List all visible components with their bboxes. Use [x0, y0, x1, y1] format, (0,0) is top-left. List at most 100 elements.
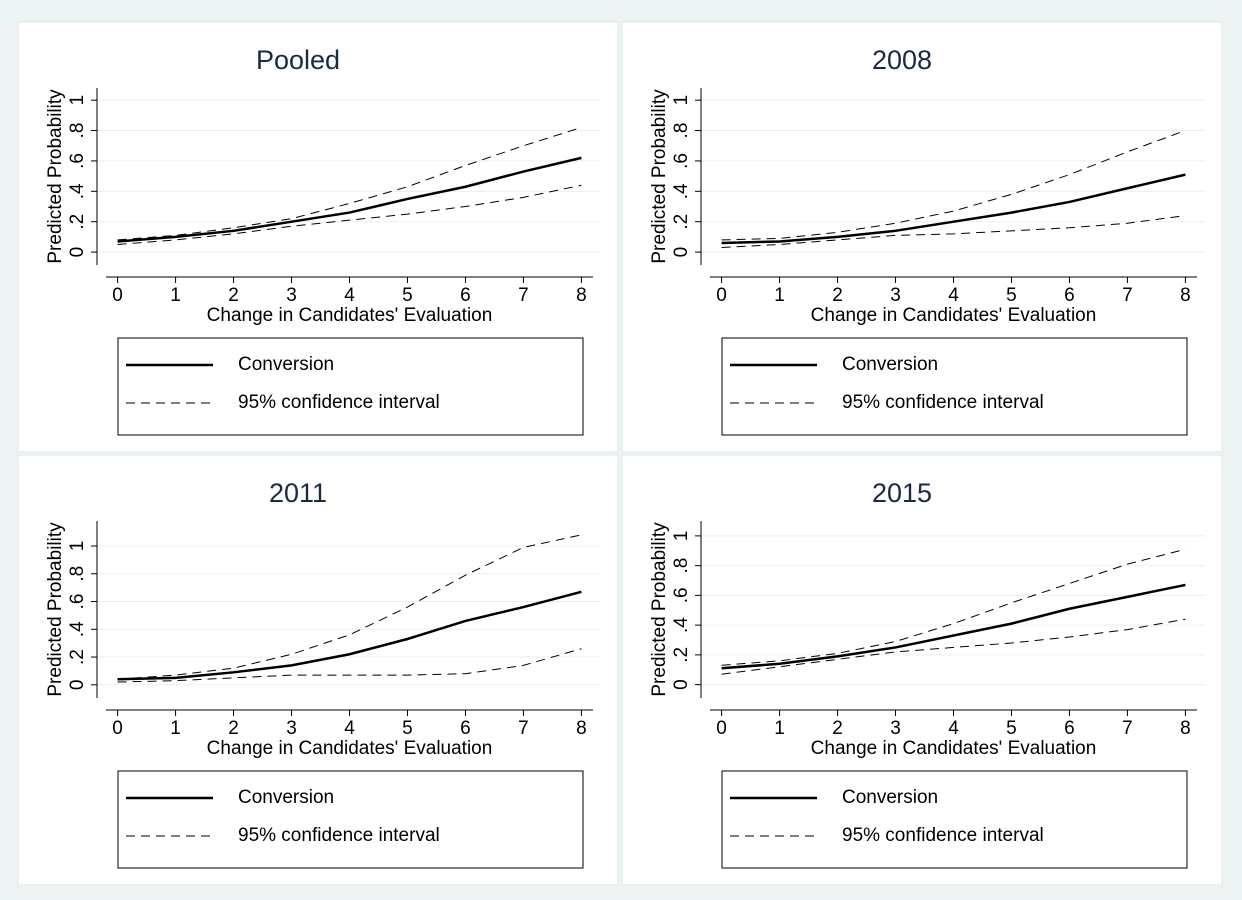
series-line: [117, 648, 582, 683]
x-tick-label: 8: [576, 718, 587, 739]
x-axis-label: Change in Candidates' Evaluation: [207, 738, 493, 759]
legend-label: 95% confidence interval: [842, 392, 1044, 413]
y-tick-label: .8: [671, 123, 692, 139]
legend-box: [721, 337, 1188, 436]
series-line: [721, 130, 1186, 241]
y-axis-label: Predicted Probability: [45, 89, 66, 264]
y-axis-label: Predicted Probability: [649, 522, 670, 697]
x-axis-label: Change in Candidates' Evaluation: [207, 305, 493, 326]
y-tick-label: .6: [67, 153, 88, 169]
y-tick-label: 0: [67, 247, 88, 258]
x-tick-label: 7: [518, 285, 529, 306]
series-line: [721, 548, 1186, 666]
x-tick-label: 1: [774, 718, 785, 739]
x-tick-label: 4: [344, 718, 355, 739]
x-tick-label: 1: [774, 285, 785, 306]
legend-label: Conversion: [238, 787, 334, 808]
legend-box: [117, 770, 584, 869]
series-line: [117, 590, 582, 681]
chart-title: 2015: [872, 478, 932, 508]
y-tick-label: .2: [671, 647, 692, 663]
y-tick-label: .4: [671, 183, 692, 199]
series-line: [721, 173, 1186, 245]
y-tick-label: .6: [671, 587, 692, 603]
x-tick-label: 4: [344, 285, 355, 306]
legend-box: [117, 337, 584, 436]
x-tick-label: 2: [832, 285, 843, 306]
panel: 0 .2 .4 .6 .8 1 0 1 2 3 4 5 6 7 8 Change in Candidates'…: [17, 21, 619, 453]
x-tick-label: 1: [170, 718, 181, 739]
x-tick-label: 5: [1006, 718, 1017, 739]
y-tick-label: 0: [671, 679, 692, 690]
x-tick-label: 8: [576, 285, 587, 306]
x-tick-label: 5: [402, 718, 413, 739]
y-tick-label: 0: [671, 247, 692, 258]
series-line: [117, 534, 582, 680]
x-axis-label: Change in Candidates' Evaluation: [811, 305, 1097, 326]
x-tick-label: 2: [228, 285, 239, 306]
x-tick-label: 3: [890, 718, 901, 739]
chart-title: 2008: [872, 45, 932, 75]
x-tick-label: 0: [112, 285, 123, 306]
x-tick-label: 1: [170, 285, 181, 306]
panel: 0 .2 .4 .6 .8 1 0 1 2 3 4 5 6 7 8 Change in Candidates'…: [17, 454, 619, 886]
series-line: [117, 127, 582, 241]
series-line: [117, 184, 582, 245]
x-tick-label: 4: [948, 285, 959, 306]
x-tick-label: 0: [716, 285, 727, 306]
y-tick-label: .2: [67, 214, 88, 230]
legend-label: Conversion: [842, 787, 938, 808]
panel: 0 .2 .4 .6 .8 1 0 1 2 3 4 5 6 7 8 Change in Candidates'…: [621, 21, 1223, 453]
x-tick-label: 7: [1122, 718, 1133, 739]
x-tick-label: 2: [228, 718, 239, 739]
series-line: [721, 215, 1186, 249]
x-tick-label: 7: [518, 718, 529, 739]
legend-label: 95% confidence interval: [238, 825, 440, 846]
x-tick-label: 5: [1006, 285, 1017, 306]
y-tick-label: .2: [671, 214, 692, 230]
x-axis-label: Change in Candidates' Evaluation: [811, 738, 1097, 759]
legend-label: Conversion: [842, 354, 938, 375]
y-tick-label: .4: [67, 183, 88, 199]
x-tick-label: 3: [890, 285, 901, 306]
x-tick-label: 8: [1180, 285, 1191, 306]
x-tick-label: 8: [1180, 718, 1191, 739]
x-tick-label: 6: [1064, 285, 1075, 306]
y-tick-label: .2: [67, 649, 88, 665]
x-tick-label: 2: [832, 718, 843, 739]
y-tick-label: 0: [67, 680, 88, 691]
legend-label: 95% confidence interval: [842, 825, 1044, 846]
y-tick-label: 1: [671, 95, 692, 106]
x-tick-label: 3: [286, 285, 297, 306]
chart-title: Pooled: [256, 45, 340, 75]
chart-title: 2011: [269, 478, 327, 508]
y-tick-label: 1: [67, 541, 88, 552]
y-tick-label: 1: [671, 531, 692, 542]
x-tick-label: 0: [112, 718, 123, 739]
y-tick-label: .8: [671, 558, 692, 574]
panel: 0 .2 .4 .6 .8 1 0 1 2 3 4 5 6 7 8 Change in Candidates'…: [621, 454, 1223, 886]
series-line: [721, 583, 1186, 670]
y-tick-label: .8: [67, 566, 88, 582]
y-tick-label: .6: [671, 153, 692, 169]
x-tick-label: 0: [716, 718, 727, 739]
y-axis-label: Predicted Probability: [45, 522, 66, 697]
x-tick-label: 4: [948, 718, 959, 739]
x-tick-label: 6: [1064, 718, 1075, 739]
x-tick-label: 3: [286, 718, 297, 739]
y-tick-label: .6: [67, 594, 88, 610]
x-tick-label: 6: [460, 285, 471, 306]
y-tick-label: .8: [67, 123, 88, 139]
legend-box: [721, 770, 1188, 869]
series-line: [117, 156, 582, 243]
x-tick-label: 5: [402, 285, 413, 306]
x-tick-label: 6: [460, 718, 471, 739]
legend-label: Conversion: [238, 354, 334, 375]
series-line: [721, 618, 1186, 675]
y-tick-label: .4: [671, 617, 692, 633]
y-tick-label: 1: [67, 95, 88, 106]
y-axis-label: Predicted Probability: [649, 89, 670, 264]
legend-label: 95% confidence interval: [238, 392, 440, 413]
